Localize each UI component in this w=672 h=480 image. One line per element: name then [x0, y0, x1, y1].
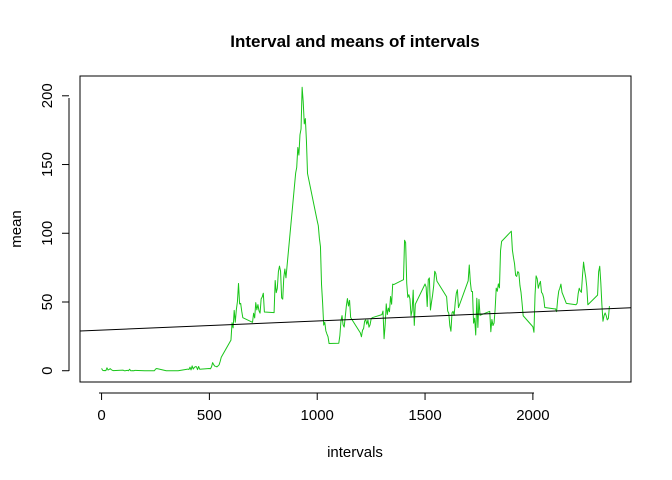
x-axis-label: intervals — [327, 444, 383, 461]
x-tick-label: 0 — [97, 407, 105, 424]
y-tick-label: 0 — [39, 367, 56, 375]
x-tick-label: 1000 — [301, 407, 334, 424]
y-tick-label: 150 — [39, 152, 56, 177]
plot-frame — [79, 75, 632, 383]
x-tick-label: 1500 — [408, 407, 441, 424]
y-tick-label: 50 — [39, 294, 56, 311]
mean-series-line — [101, 86, 610, 372]
x-tick-label: 2000 — [516, 407, 549, 424]
regression-line — [79, 307, 632, 332]
series-layer — [79, 86, 632, 372]
chart-title: Interval and means of intervals — [230, 32, 479, 51]
x-axis: 0 500 1000 1500 2000 — [97, 392, 550, 424]
y-axis-label: mean — [8, 210, 25, 248]
y-tick-label: 200 — [39, 83, 56, 108]
y-tick-label: 100 — [39, 221, 56, 246]
y-axis: 0 50 100 150 200 — [39, 83, 70, 375]
x-tick-label: 500 — [197, 407, 222, 424]
